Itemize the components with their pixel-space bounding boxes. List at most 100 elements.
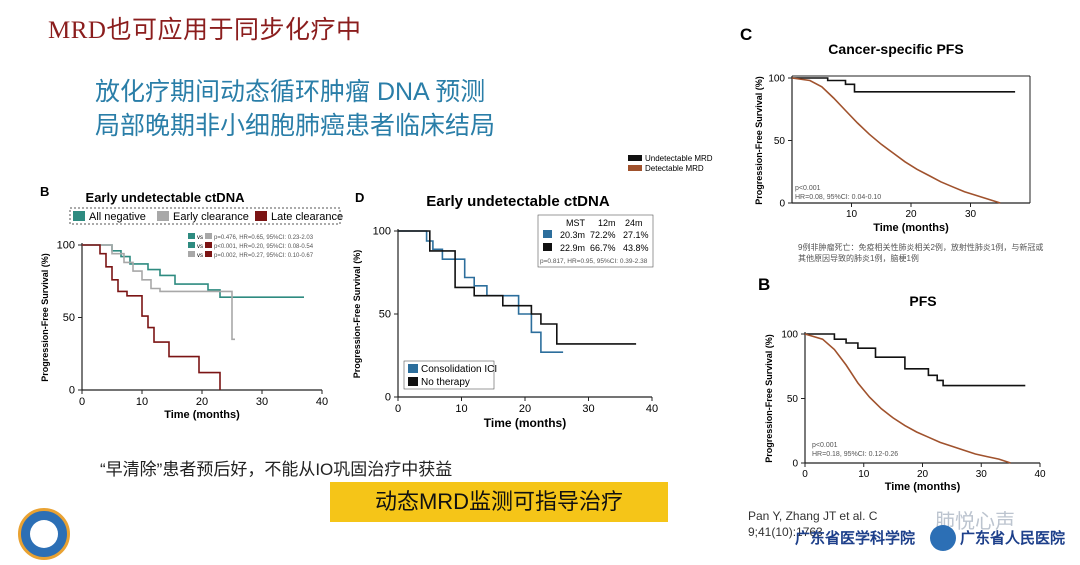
table-cell: 43.8% bbox=[623, 243, 649, 253]
x-tick-label: 40 bbox=[646, 403, 658, 415]
table-cell: 22.9m bbox=[560, 243, 585, 253]
table-swatch bbox=[543, 230, 552, 238]
table-header: 24m bbox=[625, 218, 643, 228]
x-tick-label: 20 bbox=[917, 469, 929, 480]
table-cell: 66.7% bbox=[590, 243, 616, 253]
stats-swatch bbox=[188, 251, 195, 257]
stats-text: p=0.002, HR=0.27, 95%CI: 0.10-0.67 bbox=[214, 253, 314, 259]
highlight-text: 动态MRD监测可指导治疗 bbox=[374, 489, 624, 514]
x-tick-label: 40 bbox=[1034, 469, 1046, 480]
legend-swatch bbox=[255, 211, 267, 221]
panel-label-b-right: B bbox=[758, 275, 770, 294]
chart-title: PFS bbox=[909, 293, 936, 309]
x-tick-label: 20 bbox=[196, 396, 208, 408]
legend-label: Early clearance bbox=[173, 211, 249, 223]
stats-vs: vs bbox=[197, 244, 203, 250]
series-line bbox=[82, 244, 235, 341]
table-swatch bbox=[543, 243, 552, 251]
x-tick-label: 10 bbox=[858, 469, 870, 480]
stats-vs: vs bbox=[197, 253, 203, 259]
x-tick-label: 20 bbox=[519, 403, 531, 415]
y-axis-label: Progression-Free Survival (%) bbox=[40, 253, 50, 382]
table-header: MST bbox=[566, 218, 586, 228]
watermark: 肺悦心声 bbox=[935, 511, 1015, 533]
x-tick-label: 10 bbox=[846, 209, 858, 220]
academy-logo-center bbox=[30, 520, 58, 548]
series-line bbox=[792, 77, 1016, 93]
stats-text: p<0.001 bbox=[812, 442, 838, 449]
chart-title: Early undetectable ctDNA bbox=[426, 193, 610, 210]
stats-swatch bbox=[188, 242, 195, 248]
conclusion-text: “早清除”患者预后好，不能从IO巩固治疗中获益 bbox=[100, 460, 453, 479]
legend-swatch bbox=[73, 211, 85, 221]
legend-label: Late clearance bbox=[271, 211, 343, 223]
hospital-name: 广东省人民医院 bbox=[960, 531, 1066, 547]
y-axis-label: Progression-Free Survival (%) bbox=[754, 76, 764, 205]
series-line bbox=[791, 77, 1001, 204]
chart-early-undetectable-b: Early undetectable ctDNA All negative Ea… bbox=[40, 190, 343, 421]
series-line bbox=[398, 230, 564, 354]
y-axis-label: Progression-Free Survival (%) bbox=[764, 334, 774, 463]
panel-label-c: C bbox=[740, 25, 752, 44]
y-tick-label: 100 bbox=[57, 240, 75, 252]
y-tick-label: 100 bbox=[373, 226, 391, 238]
x-tick-label: 20 bbox=[905, 209, 917, 220]
y-axis-label: Progression-Free Survival (%) bbox=[352, 250, 362, 379]
series-line bbox=[398, 230, 637, 345]
stats-text: p=0.476, HR=0.65, 95%CI: 0.23-2.03 bbox=[214, 235, 314, 241]
x-tick-label: 30 bbox=[256, 396, 268, 408]
citation-line-2: 9;41(10):1763 bbox=[748, 525, 823, 539]
y-tick-label: 0 bbox=[779, 198, 785, 209]
y-tick-label: 100 bbox=[768, 73, 785, 84]
stats-table-frame bbox=[537, 214, 654, 268]
x-axis-label: Time (months) bbox=[164, 409, 240, 421]
panel-label-b-left: B bbox=[40, 184, 49, 199]
legend-label: All negative bbox=[89, 211, 146, 223]
y-tick-label: 50 bbox=[787, 394, 799, 405]
headline-line-2: 局部晚期非小细胞肺癌患者临床结局 bbox=[95, 112, 496, 140]
y-tick-label: 50 bbox=[63, 312, 75, 324]
series-line bbox=[82, 244, 221, 390]
legend-frame bbox=[69, 207, 341, 225]
stats-text: p<0.001 bbox=[795, 185, 821, 192]
stats-text: p<0.001, HR=0.20, 95%CI: 0.08-0.54 bbox=[214, 244, 314, 250]
citation: Pan Y, Zhang JT et al. C 9;41(10):1763 bbox=[748, 508, 877, 540]
x-tick-label: 30 bbox=[976, 469, 988, 480]
stats-vs: vs bbox=[197, 235, 203, 241]
table-cell: 20.3m bbox=[560, 230, 585, 240]
chart-cancer-specific-pfs: Cancer-specific PFS Undetectable MRD Det… bbox=[628, 41, 1031, 234]
y-tick-label: 50 bbox=[379, 309, 391, 321]
stats-swatch bbox=[205, 233, 212, 239]
stats-swatch bbox=[188, 233, 195, 239]
x-axis-label: Time (months) bbox=[484, 416, 566, 430]
series-line bbox=[804, 333, 1011, 464]
legend-frame bbox=[403, 360, 495, 390]
legend-label: No therapy bbox=[421, 377, 470, 388]
chart-pfs: PFS p<0.001 HR=0.18, 95%CI: 0.12-0.26 0 1… bbox=[764, 293, 1046, 493]
table-footer: p=0.817, HR=0.95, 95%CI: 0.39-2.38 bbox=[540, 258, 648, 265]
y-tick-label: 100 bbox=[781, 329, 798, 340]
legend-label: Undetectable MRD bbox=[645, 154, 713, 163]
legend-swatch bbox=[157, 211, 169, 221]
stats-swatch bbox=[205, 242, 212, 248]
chart-title: Cancer-specific PFS bbox=[828, 41, 963, 57]
legend-swatch bbox=[408, 377, 418, 386]
x-tick-label: 30 bbox=[582, 403, 594, 415]
stats-text: HR=0.08, 95%CI: 0.04-0.10 bbox=[795, 194, 881, 201]
table-header: 12m bbox=[598, 218, 616, 228]
x-tick-label: 10 bbox=[136, 396, 148, 408]
chart-title: Early undetectable ctDNA bbox=[86, 190, 246, 205]
series-line bbox=[805, 333, 1026, 387]
y-tick-label: 0 bbox=[792, 458, 798, 469]
highlight-box bbox=[330, 482, 668, 522]
x-tick-label: 10 bbox=[455, 403, 467, 415]
x-tick-label: 0 bbox=[395, 403, 401, 415]
headline-line-1: 放化疗期间动态循环肿瘤 DNA 预测 bbox=[95, 78, 486, 106]
note-fo: 9例非肿瘤死亡：免疫相关性肺炎相关2例，放射性肺炎1例，与新冠或其他原因导致的肺… bbox=[798, 243, 1043, 263]
legend-swatch bbox=[408, 364, 418, 373]
hospital-logo bbox=[930, 525, 956, 551]
x-tick-label: 0 bbox=[802, 469, 808, 480]
y-tick-label: 0 bbox=[69, 385, 75, 397]
y-tick-label: 50 bbox=[774, 136, 786, 147]
